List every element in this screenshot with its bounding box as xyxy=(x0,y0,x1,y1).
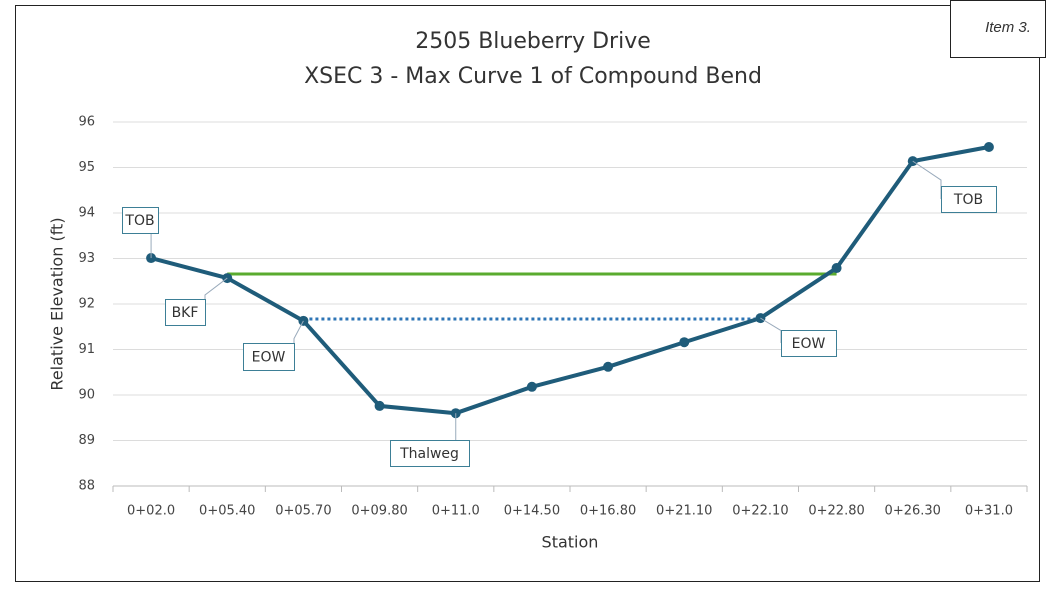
y-tick-label: 89 xyxy=(78,433,95,448)
x-tick-label: 0+21.10 xyxy=(656,504,712,519)
y-tick-label: 91 xyxy=(78,342,95,357)
x-tick-label: 0+31.0 xyxy=(965,504,1013,519)
y-axis-label: Relative Elevation (ft) xyxy=(48,217,67,390)
callout-label: TOB xyxy=(953,192,983,208)
x-tick-label: 0+22.10 xyxy=(732,504,788,519)
x-tick-label: 0+05.40 xyxy=(199,504,255,519)
callout-label: EOW xyxy=(252,350,286,366)
callout-box xyxy=(243,343,295,371)
point xyxy=(983,142,994,153)
point xyxy=(374,400,385,411)
y-tick-label: 95 xyxy=(78,160,95,175)
point xyxy=(679,337,690,348)
callout-box xyxy=(122,207,159,234)
callout-label: Thalweg xyxy=(399,446,459,462)
x-axis-label: Station xyxy=(542,533,599,552)
point xyxy=(603,361,614,372)
item-box xyxy=(950,0,1046,58)
x-tick-label: 0+22.80 xyxy=(808,504,864,519)
callout-label: BKF xyxy=(172,305,199,321)
item-label: Item 3. xyxy=(985,19,1031,36)
point xyxy=(526,381,537,392)
series-line xyxy=(150,145,990,416)
callout-label: TOB xyxy=(124,213,154,229)
y-tick-label: 88 xyxy=(78,479,95,494)
x-tick-label: 0+26.30 xyxy=(885,504,941,519)
y-tick-label: 90 xyxy=(78,388,95,403)
point xyxy=(831,263,842,274)
y-tick-label: 96 xyxy=(78,115,95,130)
x-tick-label: 0+16.80 xyxy=(580,504,636,519)
x-tick-label: 0+02.0 xyxy=(127,504,175,519)
y-tick-label: 94 xyxy=(78,206,95,221)
chart-title: 2505 Blueberry Drive xyxy=(415,29,651,54)
callout-box xyxy=(781,330,837,357)
callout-box xyxy=(165,299,206,326)
callout-label: EOW xyxy=(792,336,826,352)
chart-title: XSEC 3 - Max Curve 1 of Compound Bend xyxy=(304,64,762,89)
chart-frame xyxy=(15,5,1040,582)
x-tick-label: 0+05.70 xyxy=(275,504,331,519)
y-tick-label: 93 xyxy=(78,251,95,266)
callout-box xyxy=(390,440,470,467)
x-tick-label: 0+09.80 xyxy=(351,504,407,519)
x-tick-label: 0+11.0 xyxy=(432,504,480,519)
x-tick-label: 0+14.50 xyxy=(504,504,560,519)
callout-box xyxy=(941,186,997,213)
y-tick-label: 92 xyxy=(78,297,95,312)
